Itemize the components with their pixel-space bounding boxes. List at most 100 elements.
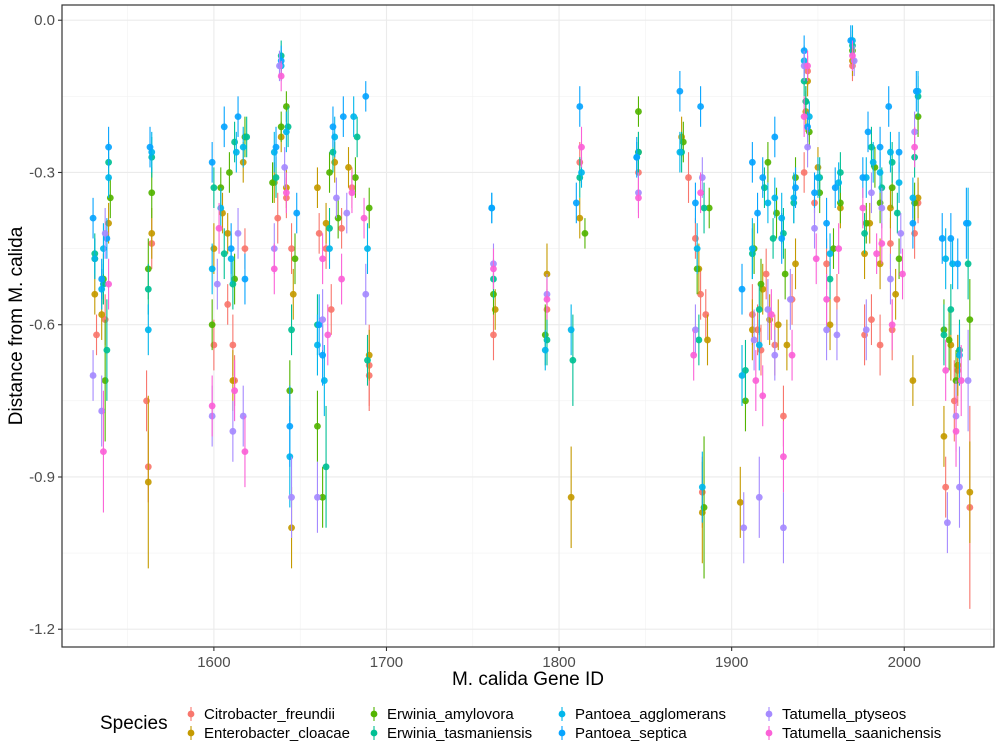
data-point [862,326,870,334]
y-tick-label: -1.2 [29,621,55,638]
data-point [911,229,919,237]
data-point [804,143,811,151]
legend-key-point [370,710,378,718]
data-point [954,361,962,369]
data-point [780,524,787,532]
data-point [98,311,106,318]
data-point [893,209,901,217]
data-point [878,240,886,247]
data-point [277,123,285,131]
data-point [143,397,150,405]
data-point [826,275,834,283]
data-point [635,108,642,115]
data-point [105,280,112,288]
data-point [862,219,870,227]
data-point [944,519,951,527]
x-tick-label: 2000 [888,654,921,671]
data-point [105,174,112,181]
data-point [811,189,818,197]
data-point [229,280,237,288]
data-point [270,265,278,273]
data-point [314,422,321,430]
data-point [315,229,323,237]
data-point [326,245,333,253]
data-point [892,290,900,298]
data-point [764,158,772,166]
data-point [572,199,580,207]
data-point [697,290,704,298]
data-point [698,483,706,491]
legend-label: Pantoea_agglomerans [575,706,726,723]
data-point [888,158,896,166]
data-point [338,224,345,232]
data-point [91,290,99,298]
data-point [700,504,708,511]
data-point [334,214,342,222]
data-point [353,133,361,141]
data-point [755,306,763,313]
data-point [105,219,112,227]
data-point [98,407,106,415]
data-point [288,493,295,501]
data-point [286,422,294,430]
data-point [210,341,218,349]
data-point [836,169,844,176]
data-point [692,199,699,207]
data-point [836,199,844,207]
data-point [362,92,370,100]
data-point [578,169,585,176]
legend-key-point [187,729,195,737]
data-point [702,311,710,318]
data-point [823,260,830,268]
data-point [956,483,963,491]
data-point [490,265,497,273]
x-tick-label: 1600 [197,654,230,671]
legend-label: Tatumella_saanichensis [782,725,941,742]
x-axis: 1600 1700 1800 1900 2000 [197,647,921,671]
data-point [792,184,799,192]
data-point [692,235,699,242]
legend-key-point [187,710,195,718]
data-point [764,306,772,313]
data-point [954,260,962,268]
data-point [895,179,903,187]
data-point [319,316,327,324]
data-point [329,123,337,131]
data-point [277,72,285,80]
data-point [823,219,830,227]
data-point [220,250,228,258]
data-point [814,174,822,181]
data-point [543,295,551,303]
data-point [826,321,834,329]
data-point [331,133,339,141]
data-point [835,179,843,187]
data-point [282,189,290,197]
data-point [217,204,225,212]
data-point [314,493,321,501]
data-point [581,229,589,237]
data-point [314,184,321,192]
series-Enterobacter_cloacae [91,45,974,569]
data-point [148,229,156,237]
data-point [962,219,970,227]
data-point [226,169,233,176]
data-point [348,189,356,197]
data-point [234,113,242,121]
data-point [859,174,867,181]
data-point [144,478,152,486]
data-point [748,245,756,253]
legend-item: Pantoea_septica [558,725,687,742]
data-point [800,169,808,176]
data-point [333,194,340,202]
y-tick-label: 0.0 [34,12,55,29]
data-point [345,164,352,171]
legend-item: Erwinia_tasmaniensis [370,725,532,742]
data-point [322,463,330,471]
data-point [740,524,748,532]
data-point [868,189,875,197]
data-point [700,204,708,212]
data-point [100,245,107,253]
data-point [909,219,917,227]
data-point [362,290,370,298]
data-point [243,133,251,141]
